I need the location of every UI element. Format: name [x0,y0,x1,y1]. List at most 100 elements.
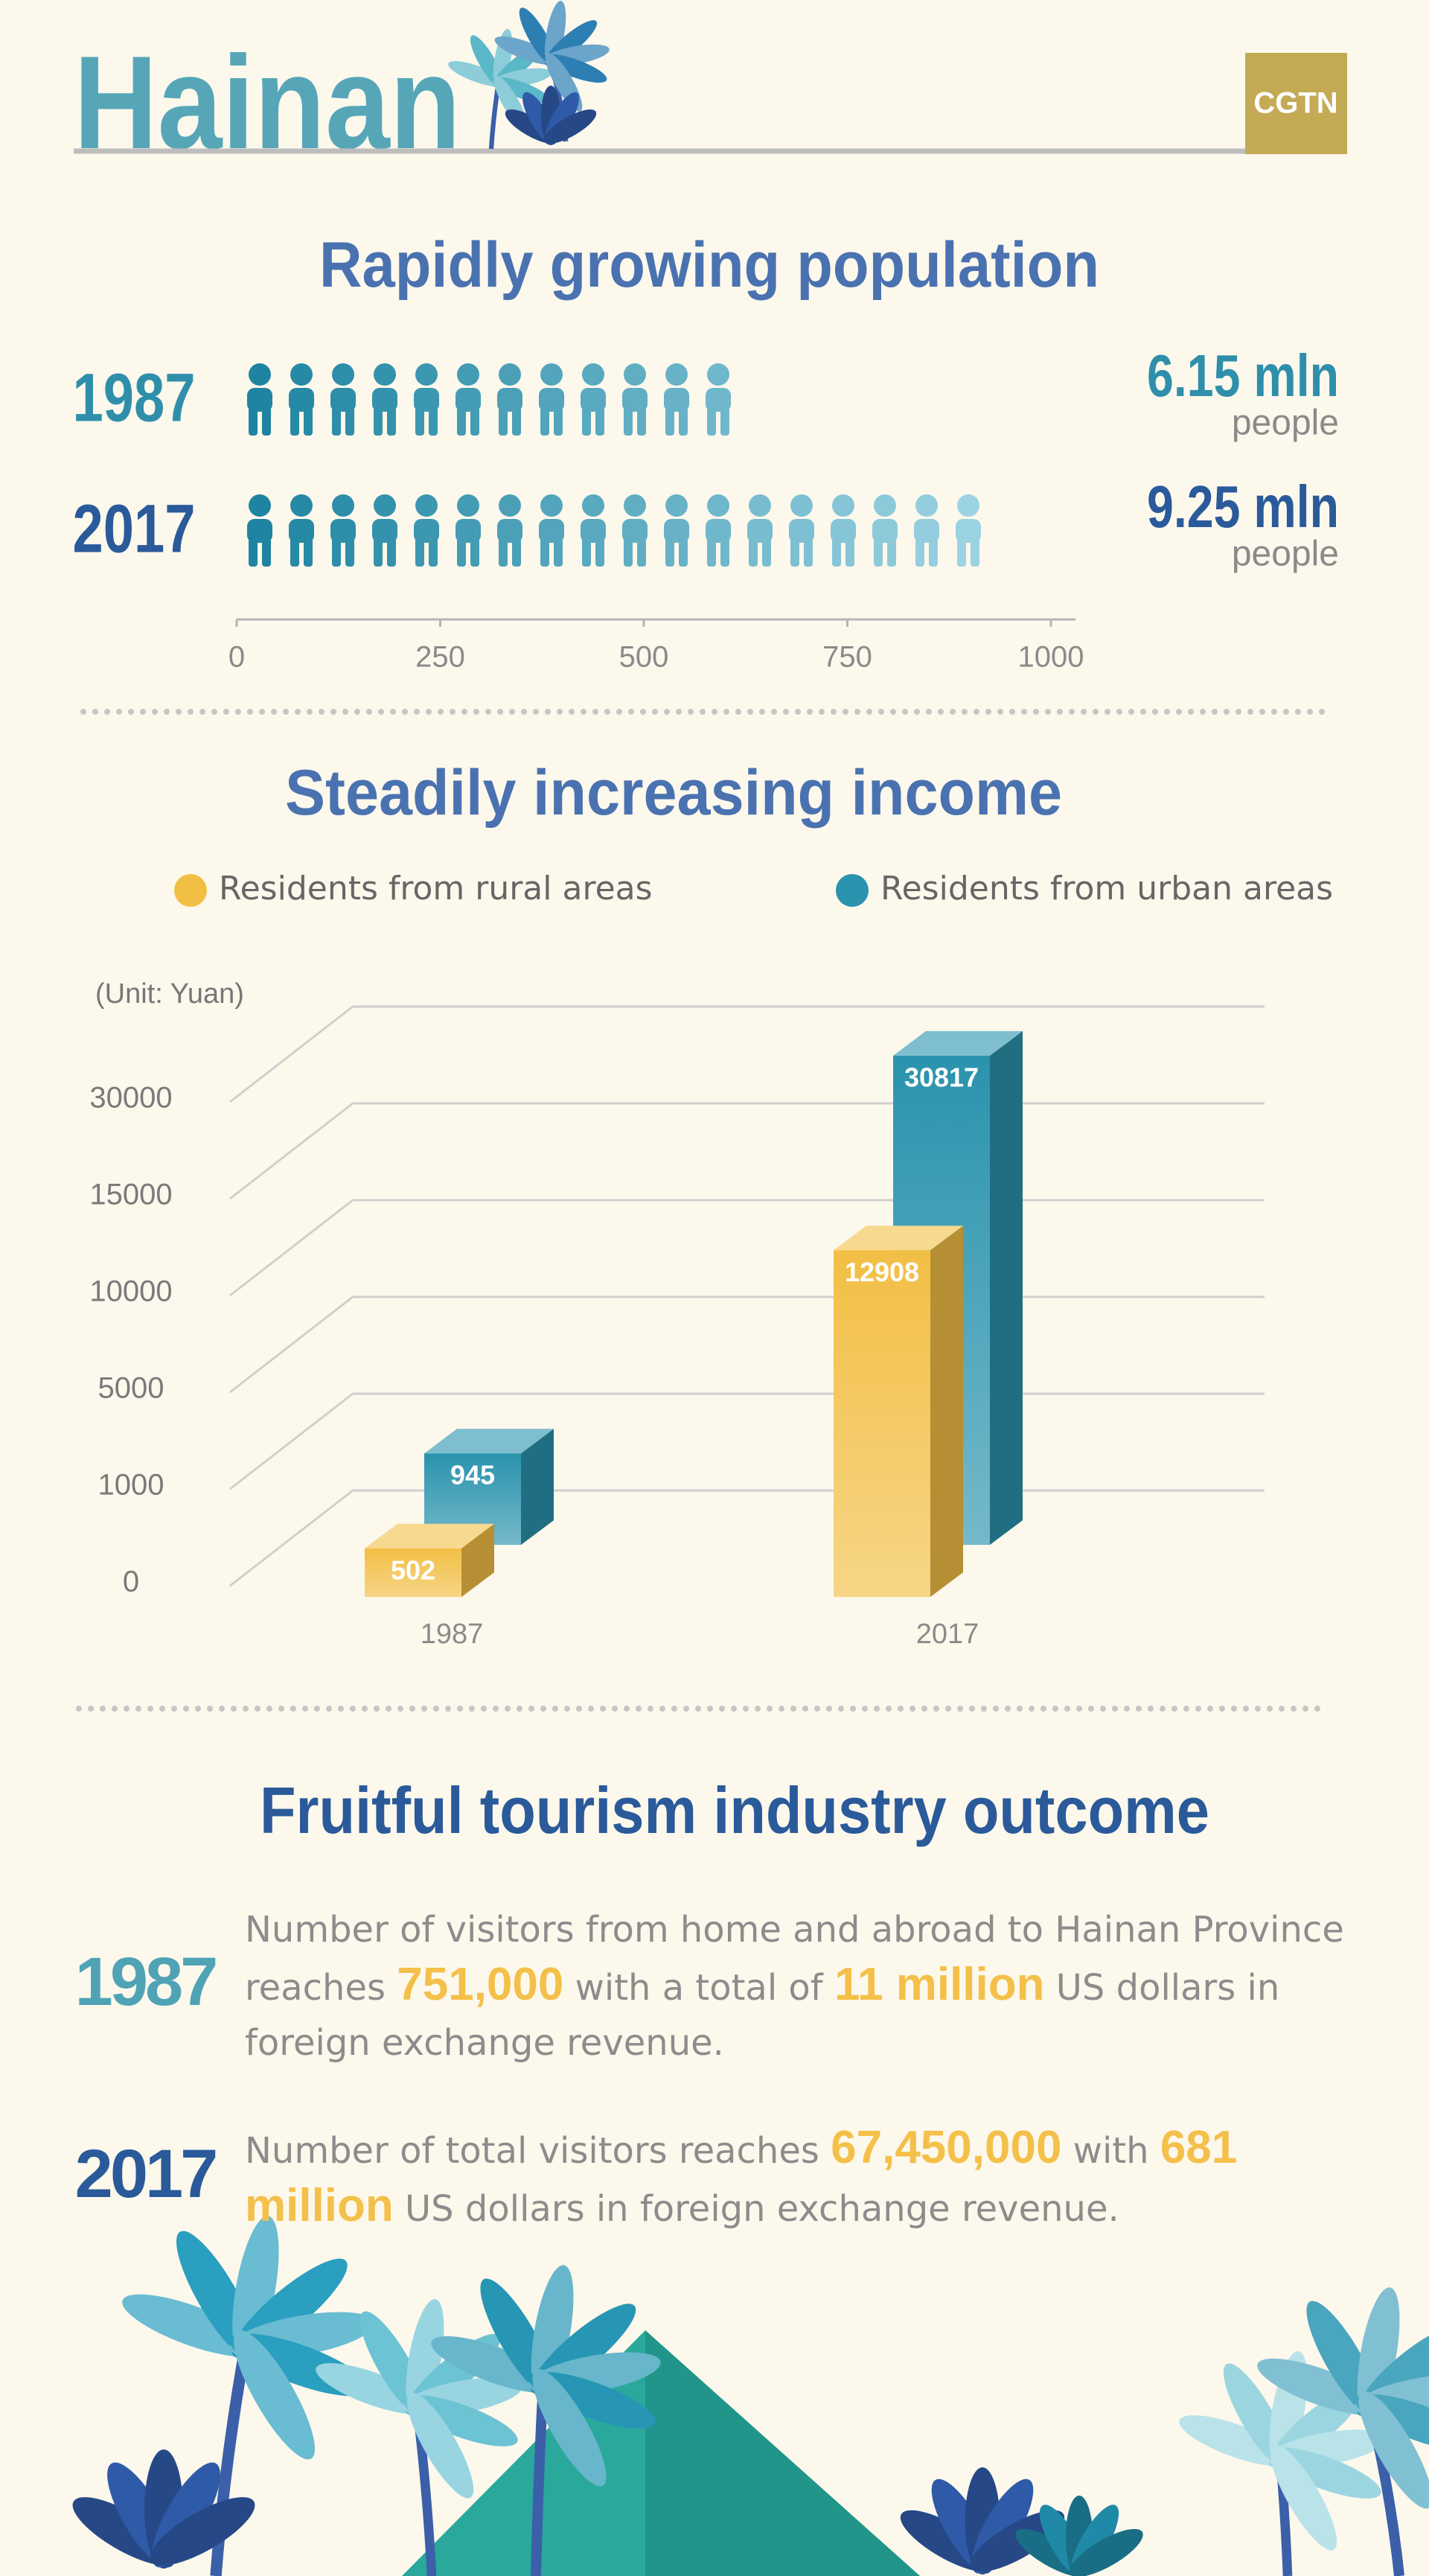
text: US dollars in foreign exchange revenue. [245,1967,1280,2064]
highlight: 751,000 [397,1959,564,2010]
palm-leaf [233,2330,316,2460]
bar-top [424,1429,554,1454]
icon-row [247,363,731,436]
text: with a total of [575,1967,823,2009]
person-leg [720,538,729,567]
person-head [499,363,521,386]
person-leg [249,407,258,436]
person-head [540,363,563,386]
person-head [624,494,646,517]
person-head [665,494,688,517]
year-label: 2017 [73,491,196,567]
person-head [832,494,854,517]
palm-trunk [210,2344,252,2576]
person-body [455,388,481,412]
person-leg [387,538,396,567]
legend-label: Residents from rural areas [219,870,653,908]
person-leg [290,407,299,436]
person-leg [332,538,341,567]
palm-leaf [1270,2444,1337,2551]
person-head [790,494,813,517]
person-leg [665,407,674,436]
person-leg [512,407,521,436]
person-head [665,363,688,386]
person-head [415,494,438,517]
grid-diagonal [229,1489,354,1587]
person-leg [957,538,966,567]
person-leg [707,407,716,436]
person-body [706,519,731,543]
y-tick-label: 30000 [89,1082,172,1115]
person-body [455,519,481,543]
person-body [706,388,731,412]
person-head [457,494,479,517]
person-leg [624,538,633,567]
palm-leaf [531,2265,574,2397]
person-leg [415,407,424,436]
person-body [664,388,689,412]
person-leg [720,407,729,436]
person-body [872,519,898,543]
person-leg [804,538,813,567]
palm-leaf [1357,2287,1400,2420]
grid-diagonal [229,1102,354,1200]
bar-value-label: 945 [450,1460,495,1491]
person-body [330,388,356,412]
year-label: 2017 [74,2136,219,2212]
person-head [249,494,271,517]
person-leg [637,407,646,436]
person-body [539,388,564,412]
header-title: Hainan [74,28,461,176]
value-unit: people [1232,535,1339,574]
value-unit: people [1232,404,1339,443]
person-leg [790,538,799,567]
value-label: 9.25 mln [1147,474,1339,540]
person-body [330,519,356,543]
bar-top [893,1030,1023,1056]
bar-value-label: 30817 [904,1062,979,1092]
person-leg [374,407,383,436]
unit-note: (Unit: Yuan) [95,978,244,1010]
person-leg [304,407,313,436]
x-tick-label: 0 [228,641,245,674]
pyramid-shade [645,2330,920,2576]
person-head [249,363,271,386]
person-body [831,519,856,543]
person-head [290,363,313,386]
person-body [789,519,814,543]
bar-top [365,1523,494,1549]
person-body [581,388,606,412]
text: with [1072,2130,1149,2172]
person-leg [887,538,896,567]
person-leg [249,538,258,567]
person-leg [929,538,938,567]
bush-leaf [970,2510,1065,2572]
y-tick-label: 15000 [89,1179,172,1211]
value-label: 6.15 mln [1147,342,1339,409]
person-leg [470,538,479,567]
description: Number of visitors from home and abroad … [245,1902,1347,2070]
person-head [374,363,396,386]
year-label: 1987 [74,1944,219,2020]
y-tick-label: 0 [123,1566,139,1598]
person-body [247,388,272,412]
person-body [497,388,522,412]
person-head [749,494,771,517]
text: Number of visitors from home and abroad … [245,1909,1344,2009]
logo: CGTN [1253,87,1337,120]
description: Number of total visitors reaches 67,450,… [245,2120,1347,2237]
palm-leaf [406,2392,474,2499]
person-head [332,363,354,386]
person-body [414,519,439,543]
bar-top [834,1225,963,1251]
person-head [582,494,604,517]
person-head [707,363,729,386]
person-leg [332,407,341,436]
bush-leaf [543,109,597,144]
bar-sheen [834,1250,930,1597]
palm-leaf [1358,2391,1429,2509]
person-leg [457,538,466,567]
y-tick-label: 1000 [98,1469,164,1502]
